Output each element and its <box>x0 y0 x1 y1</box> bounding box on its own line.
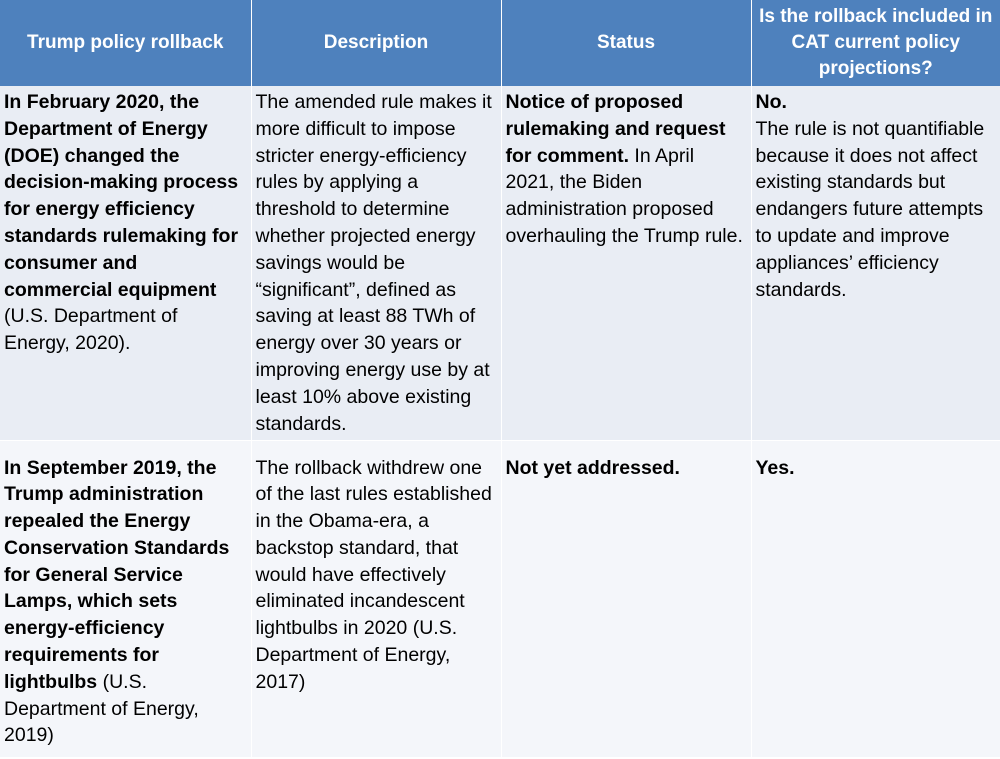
rollback-cell: In September 2019, the Trump administrat… <box>0 440 252 757</box>
rollback-title: In February 2020, the Department of Ener… <box>4 91 239 301</box>
table-row: In February 2020, the Department of Ener… <box>0 86 1000 441</box>
included-cell: Yes. <box>751 440 1000 757</box>
included-explanation: The rule is not quantifiable because it … <box>755 117 985 301</box>
description-cell: The amended rule makes it more difficult… <box>251 86 502 441</box>
table-row: In September 2019, the Trump administrat… <box>0 440 1000 757</box>
header-rollback: Trump policy rollback <box>0 0 252 86</box>
status-title: Notice of proposed rulemaking and reques… <box>505 91 726 167</box>
rollback-citation: (U.S. Department of Energy, 2019) <box>4 670 199 747</box>
rollback-cell: In February 2020, the Department of Ener… <box>0 86 252 441</box>
included-answer: Yes. <box>755 456 795 479</box>
header-description: Description <box>251 0 502 86</box>
header-status: Status <box>501 0 752 86</box>
included-answer: No. <box>755 91 787 113</box>
status-cell: Not yet addressed. <box>501 440 752 757</box>
included-cell: No. The rule is not quantifiable because … <box>751 86 1000 441</box>
header-included: Is the rollback included in CAT current … <box>751 0 1000 86</box>
status-detail: In April 2021, the Biden administration … <box>505 144 743 247</box>
description-cell: The rollback withdrew one of the last ru… <box>251 440 502 757</box>
rollback-title: In September 2019, the Trump administrat… <box>4 456 230 693</box>
header-row: Trump policy rollback Description Status… <box>0 0 1000 86</box>
status-cell: Notice of proposed rulemaking and reques… <box>501 86 752 441</box>
rollback-citation: (U.S. Department of Energy, 2020). <box>4 305 178 355</box>
status-title: Not yet addressed. <box>505 456 680 479</box>
